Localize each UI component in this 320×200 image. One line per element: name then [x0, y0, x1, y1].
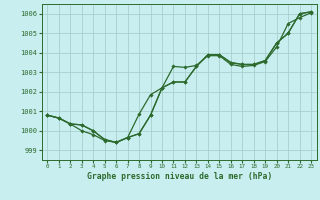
X-axis label: Graphe pression niveau de la mer (hPa): Graphe pression niveau de la mer (hPa)	[87, 172, 272, 181]
